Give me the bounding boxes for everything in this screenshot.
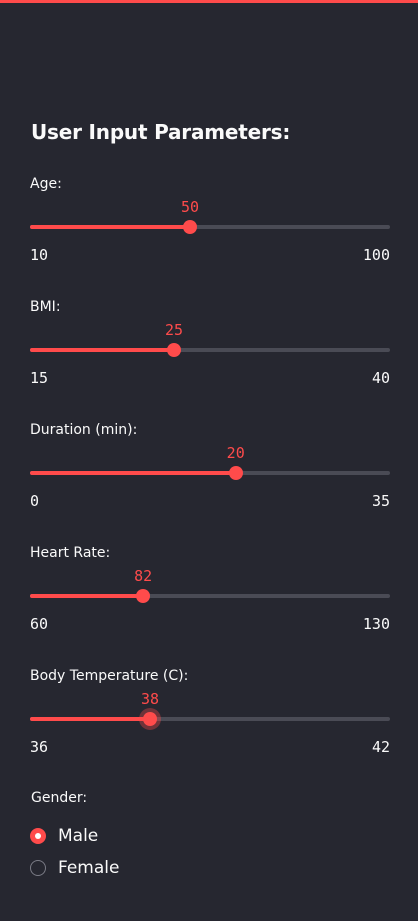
slider-max: 130 (362, 615, 390, 633)
slider-thumb[interactable] (228, 466, 243, 480)
slider-bmi: BMI: 25 15 40 (30, 299, 390, 399)
top-accent-bar (0, 0, 418, 3)
slider-min: 60 (30, 615, 49, 633)
slider-body-temperature: Body Temperature (C): 38 36 42 (30, 668, 390, 768)
slider-max: 35 (371, 492, 390, 510)
slider-label: Age: (30, 176, 62, 192)
slider-track[interactable] (30, 225, 390, 229)
slider-fill (30, 594, 144, 598)
slider-min: 15 (30, 369, 49, 387)
slider-value: 38 (140, 690, 160, 708)
slider-fill (30, 471, 236, 475)
gender-label: Gender: (31, 790, 88, 806)
radio-female[interactable]: Female (30, 857, 119, 879)
slider-duration: Duration (min): 20 0 35 (30, 422, 390, 522)
slider-min: 10 (30, 246, 49, 264)
slider-track[interactable] (30, 594, 390, 598)
slider-min: 0 (30, 492, 40, 510)
radio-indicator[interactable] (30, 860, 46, 876)
slider-max: 40 (371, 369, 390, 387)
slider-label: BMI: (30, 299, 61, 315)
slider-thumb[interactable] (183, 220, 197, 234)
slider-value: 50 (180, 198, 200, 216)
slider-track[interactable] (30, 471, 390, 475)
slider-track[interactable] (30, 348, 390, 352)
radio-label: Female (58, 858, 120, 878)
slider-max: 42 (371, 738, 390, 756)
radio-indicator[interactable] (30, 828, 46, 844)
slider-min: 36 (30, 738, 49, 756)
slider-fill (30, 717, 150, 721)
slider-age: Age: 50 10 100 (30, 176, 390, 276)
slider-track[interactable] (30, 717, 390, 721)
slider-thumb[interactable] (143, 712, 157, 726)
slider-thumb[interactable] (136, 589, 151, 603)
slider-value: 82 (134, 567, 153, 585)
slider-thumb[interactable] (167, 343, 181, 357)
slider-label: Heart Rate: (30, 545, 111, 561)
slider-max: 100 (362, 246, 390, 264)
radio-label: Male (58, 826, 99, 846)
slider-label: Duration (min): (30, 422, 138, 438)
slider-heart-rate: Heart Rate: 82 60 130 (30, 545, 390, 645)
slider-label: Body Temperature (C): (30, 668, 189, 684)
slider-value: 25 (164, 321, 184, 339)
page-title: User Input Parameters: (31, 120, 291, 144)
slider-value: 20 (226, 444, 245, 462)
slider-fill (30, 348, 174, 352)
slider-fill (30, 225, 190, 229)
radio-male[interactable]: Male (30, 825, 98, 847)
